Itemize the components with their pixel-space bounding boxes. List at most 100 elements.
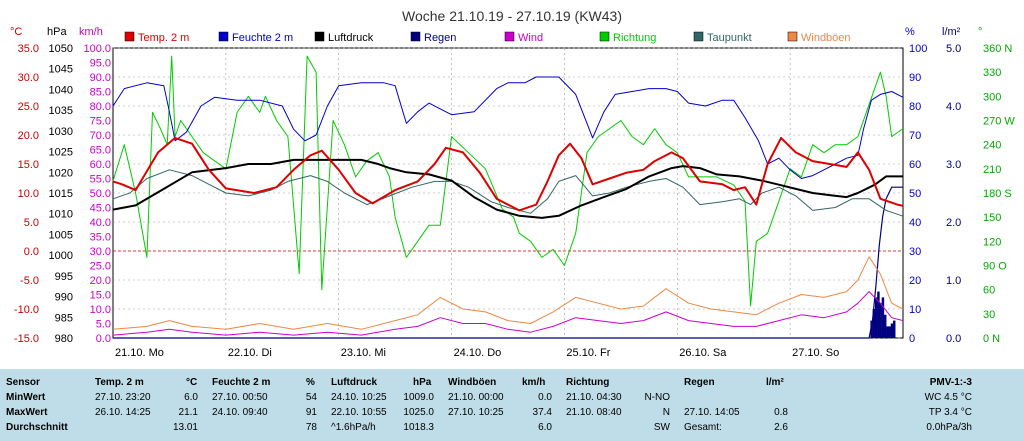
pressure-tick-label: 1045 [49,64,73,76]
rain-bar [890,323,894,338]
pressure-unit: hPa [413,377,432,388]
pmv-tp: TP 3.4 °C [928,407,972,418]
humidity-tick-label: 100 [909,43,927,55]
wind-tick-label: 85.0 [90,87,111,99]
wind-tick-label: 90.0 [90,72,111,84]
legend-label: Taupunkt [707,32,752,44]
rain-tick-label: 0.0 [946,333,961,345]
pressure-tick-label: 1050 [49,43,73,55]
series-line-wind [112,291,904,336]
x-tick-label: 27.10. So [792,347,839,359]
rain-sum-line [113,186,903,339]
axis-ticks: 35.0 30.0 25.0 20.0 15.0 10.0 5.0 0.0 -5.0 -10.0 -… [14,43,1015,359]
min-label: MinWert [6,392,46,403]
direction-tick-label: 210 [983,164,1001,176]
rain-unit: l/m² [766,377,784,388]
humidity-min-time: 27.10. 00:50 [212,392,268,403]
pressure-tick-label: 1000 [49,250,73,262]
direction-tick-label: 30 [983,309,995,321]
direction-avg: SW [653,422,670,433]
rain-bar [870,320,873,338]
direction-min-time: 21.10. 04:30 [566,392,622,403]
rain-max-value: 0.8 [774,407,788,418]
wind-tick-label: 70.0 [90,130,111,142]
direction-tick-label: 0 N [983,333,1000,345]
humidity-tick-label: 80 [909,101,921,113]
rain-bar [874,297,878,338]
wind-tick-label: 30.0 [90,246,111,258]
pressure-tick-label: 1010 [49,209,73,221]
sensor-header: Sensor [6,377,40,388]
temp-tick-label: 5.0 [24,217,39,229]
direction-tick-label: 240 [983,140,1001,152]
temp-tick-label: 10.0 [18,188,39,200]
wind-tick-label: 0.0 [96,333,111,345]
wind-tick-label: 65.0 [90,145,111,157]
temp-tick-label: 30.0 [18,72,39,84]
series-line-luftdruck [112,158,903,219]
wind-tick-label: 100.0 [83,43,111,55]
gusts-header: Windböen [448,377,497,388]
temp-tick-label: 20.0 [18,130,39,142]
legend-label: Feuchte 2 m [232,32,293,44]
humidity-tick-label: 50 [909,188,921,200]
pressure-tick-label: 1035 [49,105,73,117]
direction-max-time: 21.10. 08:40 [566,407,622,418]
humidity-max-value: 91 [305,407,317,418]
x-tick-label: 23.10. Mi [341,347,386,359]
pressure-tick-label: 1040 [49,84,73,96]
avg-label: Durchschnitt [6,422,68,433]
axis-unit-pressure: hPa [47,26,67,38]
rain-bar [872,309,876,338]
x-tick-label: 26.10. Sa [679,347,727,359]
wind-tick-label: 95.0 [90,58,111,70]
legend-label: Regen [424,32,456,44]
pressure-trend: ^1.6hPa/h [331,422,376,433]
pressure-max-value: 1025.0 [403,407,434,418]
axis-unit-direction: ° [978,26,982,38]
wind-tick-label: 45.0 [90,203,111,215]
humidity-unit: % [306,377,315,388]
rain-tick-label: 4.0 [946,101,961,113]
rain-tick-label: 5.0 [946,43,961,55]
series-line-taupunkt [112,169,904,217]
pressure-header: Luftdruck [331,377,378,388]
pressure-tick-label: 1020 [49,167,73,179]
pressure-min-value: 1009.0 [403,392,434,403]
pressure-tick-label: 1015 [49,188,73,200]
wind-tick-label: 10.0 [90,304,111,316]
gusts-unit: km/h [522,377,546,388]
x-tick-label: 25.10. Fr [566,347,610,359]
humidity-header: Feuchte 2 m [212,377,271,388]
series-line-temp-2-m [112,136,904,212]
rain-tick-label: 2.0 [946,217,961,229]
temp-unit: °C [186,377,198,388]
legend-swatch [787,31,798,42]
chart-grid [112,47,904,339]
legend-swatch [314,31,325,42]
direction-tick-label: 90 O [983,261,1007,273]
temp-tick-label: 35.0 [18,43,39,55]
temp-tick-label: -5.0 [20,275,39,287]
gusts-max-time: 27.10. 10:25 [448,407,504,418]
humidity-min-value: 54 [305,392,317,403]
rain-total-label: Gesamt: [684,422,722,433]
pressure-tick-label: 995 [55,271,73,283]
gusts-avg: 6.0 [538,422,552,433]
wind-tick-label: 40.0 [90,217,111,229]
legend-swatch [599,31,610,42]
legend-label: Richtung [613,32,656,44]
humidity-tick-label: 70 [909,130,921,142]
pmv-wc: WC 4.5 °C [924,392,972,403]
direction-max-value: N [662,407,670,418]
wind-tick-label: 5.0 [96,319,111,331]
plot-area [112,55,904,339]
axis-unit-humidity: % [905,26,915,38]
temp-max-time: 26.10. 14:25 [95,407,151,418]
legend-label: Temp. 2 m [138,32,189,44]
temp-min-value: 6.0 [184,392,198,403]
gusts-min-time: 21.10. 00:00 [448,392,504,403]
legend-swatch [693,31,704,42]
x-tick-label: 21.10. Mo [115,347,164,359]
humidity-tick-label: 40 [909,217,921,229]
